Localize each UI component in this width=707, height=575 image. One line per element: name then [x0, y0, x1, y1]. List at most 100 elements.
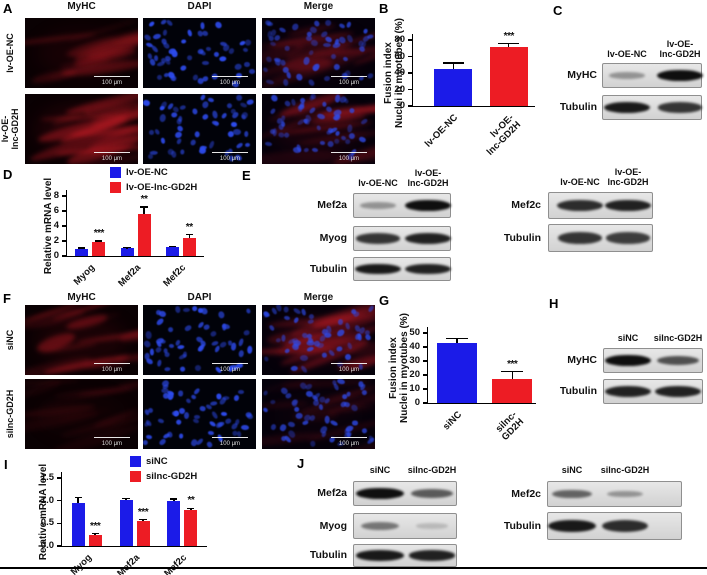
- y-tick-mark: [61, 225, 67, 227]
- y-tick-label: 0: [399, 100, 405, 111]
- legend-swatch: [130, 456, 141, 467]
- x-axis-line: [411, 106, 535, 108]
- panel-h-label: H: [549, 296, 559, 311]
- blot-row-label: MyHC: [567, 69, 597, 81]
- bar: [136, 521, 150, 546]
- blot-band: [602, 520, 648, 532]
- blot-band: [405, 263, 451, 275]
- significance-label: ***: [90, 520, 101, 532]
- y-axis-line: [411, 34, 413, 106]
- blot-band: [355, 233, 401, 244]
- lane-header: lv-OE- lnc-GD2H: [659, 39, 701, 60]
- blot-band: [605, 386, 651, 397]
- blot-row-label: Myog: [319, 519, 347, 532]
- column-header: Merge: [303, 1, 334, 12]
- scale-bar-label: 100 μm: [338, 441, 360, 447]
- merge-image: 100 μm: [262, 305, 375, 375]
- y-tick-label: 6: [53, 205, 59, 216]
- y-tick-label: 0.0: [40, 540, 54, 551]
- bar: [92, 241, 106, 256]
- legend-swatch: [110, 167, 121, 178]
- bar: [120, 248, 134, 256]
- y-tick-mark: [407, 72, 413, 74]
- lane-header: siNC: [617, 333, 639, 344]
- scale-bar-line: [212, 76, 248, 77]
- scale-bar-label: 100 μm: [338, 80, 360, 86]
- bar: [434, 68, 473, 106]
- blot-band: [557, 232, 603, 244]
- lane-header: lv-OE-NC: [607, 49, 647, 60]
- error-bar: [452, 63, 454, 69]
- scale-bar-line: [212, 152, 248, 153]
- blot-band: [655, 386, 701, 397]
- error-bar-cap: [139, 519, 147, 521]
- error-bar: [173, 498, 175, 501]
- error-bar: [143, 206, 145, 214]
- scale-bar-label: 100 μm: [219, 156, 241, 162]
- blot-row-label: Tubulin: [309, 262, 347, 275]
- error-bar-cap: [95, 240, 103, 242]
- merge-image: 100 μm: [262, 94, 375, 164]
- y-tick-mark: [422, 388, 428, 390]
- y-tick-label: 30: [409, 355, 420, 366]
- y-tick-mark: [407, 105, 413, 107]
- scale-bar-label: 100 μm: [219, 367, 241, 373]
- lane-header: silnc-GD2H: [600, 465, 650, 476]
- y-tick-mark: [422, 360, 428, 362]
- scale-bar-label: 100 μm: [338, 156, 360, 162]
- bar: [88, 534, 102, 546]
- y-tick-label: 80: [394, 34, 405, 45]
- error-bar: [188, 234, 190, 239]
- error-bar: [456, 338, 458, 343]
- dapi-image: 100 μm: [143, 18, 256, 88]
- y-tick-mark: [422, 402, 428, 404]
- blot-band: [606, 232, 650, 244]
- y-tick-mark: [56, 477, 62, 479]
- scale-bar-line: [212, 363, 248, 364]
- error-bar-cap: [123, 246, 131, 249]
- blot-row-label: Tubulin: [503, 519, 541, 532]
- column-header: DAPI: [187, 1, 212, 12]
- lane-header: silnc-GD2H: [653, 333, 703, 344]
- blot-band: [405, 199, 451, 212]
- error-bar-cap: [74, 496, 82, 499]
- y-tick-label: 1.0: [40, 494, 54, 506]
- scale-bar-line: [331, 76, 367, 77]
- myhc-image: 100 μm: [25, 305, 138, 375]
- blot-band: [657, 69, 703, 82]
- blot-row-label: Tubulin: [559, 385, 597, 397]
- y-tick-mark: [407, 55, 413, 58]
- bar: [437, 342, 478, 403]
- myhc-image: 100 μm: [25, 18, 138, 88]
- scale-bar-label: 100 μm: [101, 80, 123, 86]
- column-header: Merge: [303, 292, 334, 303]
- fiber-glow: [36, 315, 127, 365]
- y-tick-label: 40: [409, 341, 420, 352]
- scale-bar-label: 100 μm: [338, 367, 360, 373]
- fiber-glow: [36, 104, 127, 154]
- y-tick-label: 2: [53, 235, 59, 246]
- significance-label: ***: [93, 227, 105, 239]
- blot-band: [356, 550, 404, 561]
- bar: [182, 238, 196, 256]
- blot-band: [360, 521, 400, 531]
- dapi-image: 100 μm: [143, 305, 256, 375]
- dapi-image: 100 μm: [143, 94, 256, 164]
- bar: [167, 500, 181, 546]
- scale-bar-line: [212, 437, 248, 438]
- legend-label: lv-OE-lnc-GD2H: [126, 181, 198, 193]
- significance-label: ***: [137, 506, 149, 518]
- blot-row-label: Mef2a: [317, 199, 347, 211]
- myhc-image: 100 μm: [25, 94, 138, 164]
- merge-image: 100 μm: [262, 379, 375, 449]
- blot-band: [408, 550, 456, 561]
- bar: [492, 379, 533, 403]
- legend-swatch: [110, 182, 121, 193]
- error-bar-cap: [91, 533, 99, 535]
- blot-band: [604, 101, 650, 114]
